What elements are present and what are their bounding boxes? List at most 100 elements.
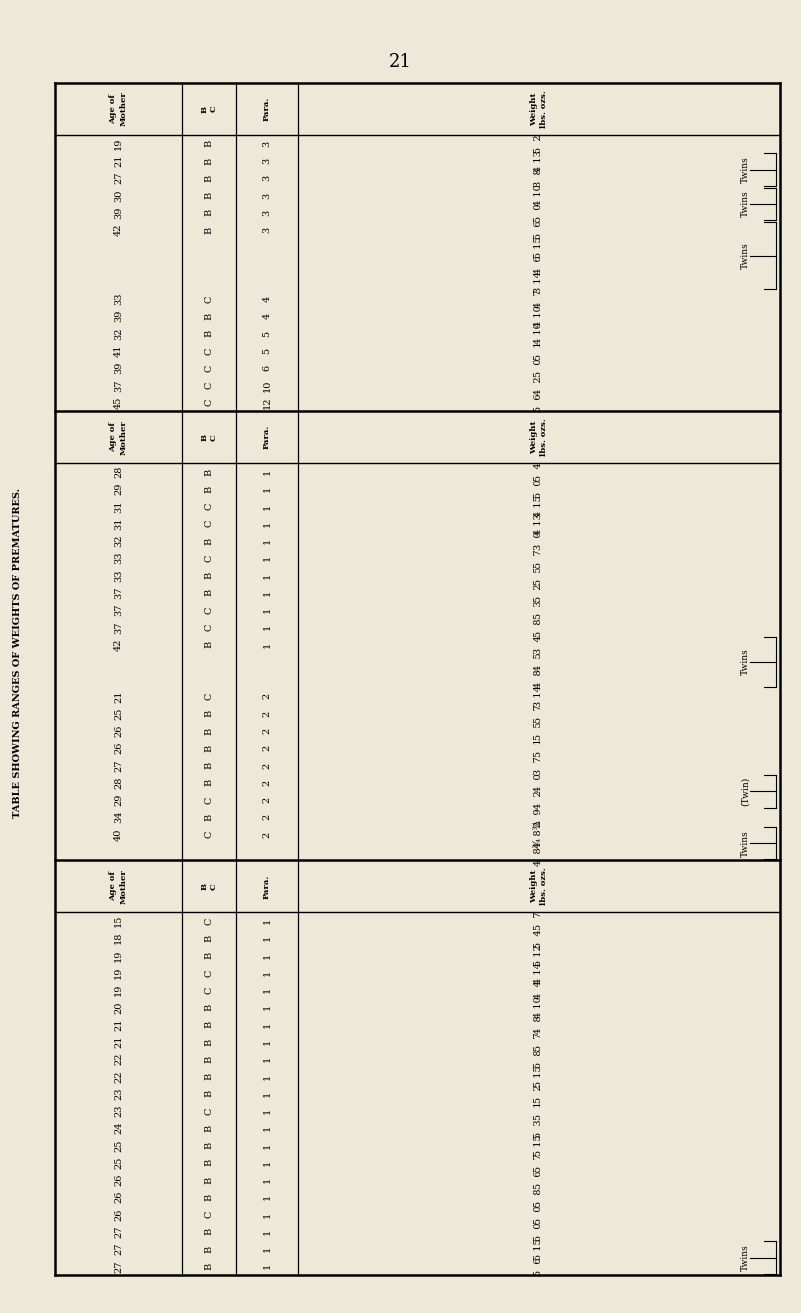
Text: 1: 1 xyxy=(263,1229,272,1236)
Text: 4  8¾: 4 8¾ xyxy=(534,821,543,848)
Text: Age of
Mother: Age of Mother xyxy=(110,869,127,903)
Text: B: B xyxy=(204,158,214,164)
Text: 41: 41 xyxy=(114,344,123,357)
Text: B: B xyxy=(204,226,214,234)
Text: C: C xyxy=(204,1211,214,1218)
Text: 18: 18 xyxy=(114,932,123,944)
Text: 24: 24 xyxy=(114,1123,123,1134)
Text: 27: 27 xyxy=(114,759,123,772)
Text: 1: 1 xyxy=(263,1004,272,1011)
Text: B: B xyxy=(204,486,214,492)
Text: 5  0: 5 0 xyxy=(534,1222,543,1241)
Text: 42: 42 xyxy=(114,638,123,651)
Text: 1: 1 xyxy=(263,1159,272,1166)
Text: 5 15: 5 15 xyxy=(534,1238,543,1260)
Text: 3  8: 3 8 xyxy=(534,169,543,188)
Text: B: B xyxy=(204,312,214,320)
Text: 29: 29 xyxy=(114,794,123,806)
Text: 39: 39 xyxy=(114,310,123,323)
Text: Twins: Twins xyxy=(740,649,750,675)
Text: 26: 26 xyxy=(114,1208,123,1221)
Text: 1: 1 xyxy=(263,918,272,924)
Text: Weight
lbs. ozs.: Weight lbs. ozs. xyxy=(530,868,548,905)
Text: C: C xyxy=(204,918,214,924)
Text: 4 13: 4 13 xyxy=(534,150,543,172)
Text: Twins: Twins xyxy=(740,156,750,183)
Text: (Twin): (Twin) xyxy=(740,777,750,806)
Text: B: B xyxy=(204,469,214,475)
Text: Weight
lbs. ozs.: Weight lbs. ozs. xyxy=(530,419,548,456)
Text: B: B xyxy=(204,1263,214,1270)
Text: B: B xyxy=(204,1159,214,1166)
Text: 39: 39 xyxy=(114,206,123,219)
Text: 4  5: 4 5 xyxy=(534,653,543,671)
Text: 1: 1 xyxy=(263,607,272,613)
Text: 3: 3 xyxy=(263,175,272,181)
Text: 5  3: 5 3 xyxy=(534,601,543,620)
Text: C: C xyxy=(204,365,214,372)
Text: 40: 40 xyxy=(114,829,123,840)
Text: C: C xyxy=(204,399,214,406)
Text: 21: 21 xyxy=(114,1036,123,1048)
Text: 5  6: 5 6 xyxy=(534,1257,543,1276)
Text: 1: 1 xyxy=(263,1056,272,1062)
Text: 1: 1 xyxy=(263,486,272,492)
Text: 2: 2 xyxy=(263,780,272,785)
Text: B: B xyxy=(204,762,214,769)
Text: Twins: Twins xyxy=(740,190,750,218)
Text: 5  7: 5 7 xyxy=(534,549,543,567)
Text: 1: 1 xyxy=(263,1125,272,1132)
Text: 33: 33 xyxy=(114,293,123,306)
Text: 5  1: 5 1 xyxy=(534,739,543,758)
Text: 5 15: 5 15 xyxy=(534,236,543,259)
Text: 5  2: 5 2 xyxy=(534,1085,543,1103)
Text: 28: 28 xyxy=(114,466,123,478)
Text: 26: 26 xyxy=(114,1191,123,1204)
Text: 3  7: 3 7 xyxy=(534,756,543,775)
Text: 1: 1 xyxy=(263,642,272,647)
Text: B: B xyxy=(204,1176,214,1183)
Text: 22: 22 xyxy=(114,1070,123,1083)
Text: 5: 5 xyxy=(263,348,272,355)
Text: 42: 42 xyxy=(114,223,123,236)
Text: Age of
Mother: Age of Mother xyxy=(110,92,127,126)
Text: 15: 15 xyxy=(114,915,123,927)
Text: Age of
Mother: Age of Mother xyxy=(110,420,127,454)
Text: 22: 22 xyxy=(114,1053,123,1065)
Text: 5  6: 5 6 xyxy=(534,1171,543,1190)
Text: B
C: B C xyxy=(200,882,218,890)
Text: B: B xyxy=(204,330,214,337)
Text: 5  8: 5 8 xyxy=(534,1050,543,1069)
Text: 31: 31 xyxy=(114,500,123,512)
Text: 3  0: 3 0 xyxy=(534,532,543,550)
Text: B: B xyxy=(204,1246,214,1253)
Text: 32: 32 xyxy=(114,534,123,548)
Text: 31: 31 xyxy=(114,517,123,530)
Text: B
C: B C xyxy=(200,433,218,441)
Text: B: B xyxy=(204,744,214,752)
Text: 2: 2 xyxy=(263,693,272,700)
Text: 5 12: 5 12 xyxy=(534,944,543,966)
Text: 1: 1 xyxy=(263,555,272,562)
Text: B: B xyxy=(204,1142,214,1149)
Text: 12: 12 xyxy=(263,397,272,408)
Text: 27: 27 xyxy=(114,172,123,184)
Text: 2: 2 xyxy=(263,727,272,734)
Text: 1: 1 xyxy=(263,503,272,509)
Text: B: B xyxy=(204,192,214,200)
Text: 1: 1 xyxy=(263,1212,272,1217)
Text: 2  9: 2 9 xyxy=(534,807,543,827)
Text: B: B xyxy=(204,1056,214,1062)
Text: 25: 25 xyxy=(114,1140,123,1152)
Text: C: C xyxy=(204,607,214,613)
Text: 26: 26 xyxy=(114,725,123,737)
Text: 5: 5 xyxy=(263,331,272,336)
Text: Twins: Twins xyxy=(740,1245,750,1271)
Text: 28: 28 xyxy=(114,776,123,789)
Text: 1: 1 xyxy=(263,952,272,958)
Text: C: C xyxy=(204,796,214,804)
Text: 1: 1 xyxy=(263,1022,272,1028)
Text: 5  3: 5 3 xyxy=(534,1119,543,1137)
Text: B: B xyxy=(204,175,214,181)
Text: 1: 1 xyxy=(263,1246,272,1253)
